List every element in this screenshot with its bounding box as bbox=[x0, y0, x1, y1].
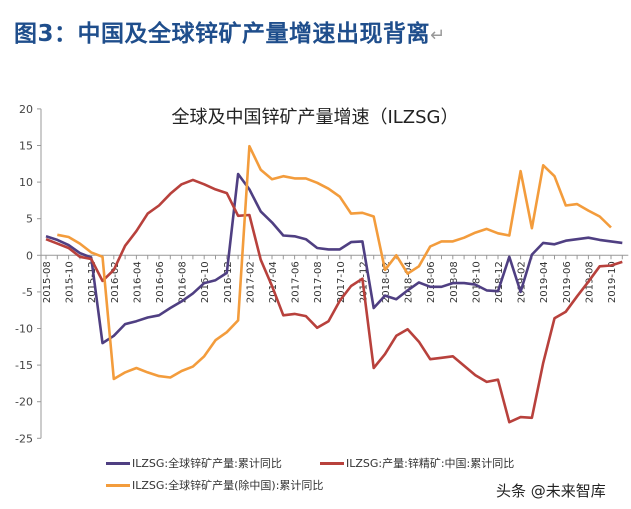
series-0 bbox=[45, 172, 623, 345]
x-tick-label: 2018-02 bbox=[381, 261, 392, 303]
x-tick-label: 2019-04 bbox=[539, 261, 550, 303]
heading-text: 图3：中国及全球锌矿产量增速出现背离 bbox=[14, 21, 431, 47]
x-tick-label: 2018-06 bbox=[426, 261, 437, 303]
series-1 bbox=[45, 178, 623, 424]
legend-item-ex-china: ILZSG:全球锌矿产量(除中国):累计同比 bbox=[106, 477, 323, 493]
x-tick-label: 2016-02 bbox=[110, 261, 121, 303]
y-tick-label: 20 bbox=[19, 103, 33, 116]
y-tick-label: -15 bbox=[15, 359, 33, 372]
legend-label: ILZSG:全球锌矿产量:累计同比 bbox=[132, 457, 282, 470]
x-tick-label: 2017-02 bbox=[245, 261, 256, 303]
y-tick-label: -5 bbox=[22, 286, 33, 299]
x-tick-label: 2017-08 bbox=[313, 261, 324, 303]
legend-swatch bbox=[106, 483, 130, 487]
x-tick-label: 2019-02 bbox=[517, 261, 528, 303]
x-tick-label: 2015-08 bbox=[42, 261, 53, 303]
watermark: 头条 @未来智库 bbox=[496, 482, 606, 500]
x-tick-label: 2016-08 bbox=[178, 261, 189, 303]
x-tick-label: 2018-04 bbox=[404, 261, 415, 303]
legend-swatch bbox=[320, 461, 344, 465]
x-tick-label: 2019-06 bbox=[562, 261, 573, 303]
series-2 bbox=[57, 144, 612, 381]
return-mark-icon: ↵ bbox=[430, 25, 446, 46]
x-tick-label: 2016-04 bbox=[132, 261, 143, 303]
legend-label: ILZSG:全球锌矿产量(除中国):累计同比 bbox=[132, 479, 324, 492]
x-tick-label: 2018-10 bbox=[471, 261, 482, 303]
y-tick-label: 15 bbox=[19, 140, 33, 153]
y-tick-label: 0 bbox=[26, 249, 33, 262]
x-tick-label: 2019-08 bbox=[584, 261, 595, 303]
figure-heading: 图3：中国及全球锌矿产量增速出现背离↵ bbox=[14, 14, 446, 48]
x-tick-label: 2016-12 bbox=[223, 261, 234, 303]
x-tick-label: 2015-12 bbox=[87, 261, 98, 303]
x-tick-label: 2018-12 bbox=[494, 261, 505, 303]
legend-swatch bbox=[106, 461, 130, 465]
series-line bbox=[45, 178, 623, 424]
x-tick-label: 2016-06 bbox=[155, 261, 166, 303]
x-tick-label: 2017-06 bbox=[291, 261, 302, 303]
y-tick-label: 5 bbox=[26, 213, 33, 226]
x-tick-label: 2015-10 bbox=[65, 261, 76, 303]
series-line bbox=[45, 172, 623, 345]
series-line bbox=[57, 144, 612, 381]
chart-title: 全球及中国锌矿产量增速（ILZSG） bbox=[171, 107, 458, 128]
legend-item-china: ILZSG:产量:锌精矿:中国:累计同比 bbox=[320, 455, 514, 471]
x-tick-label: 2017-04 bbox=[268, 261, 279, 303]
y-tick-label: 10 bbox=[19, 176, 33, 189]
y-tick-label: -10 bbox=[15, 323, 33, 336]
y-tick-label: -25 bbox=[15, 432, 33, 445]
legend-item-global: ILZSG:全球锌矿产量:累计同比 bbox=[106, 455, 282, 471]
x-tick-label: 2019-10 bbox=[607, 261, 618, 303]
legend-label: ILZSG:产量:锌精矿:中国:累计同比 bbox=[346, 457, 515, 470]
y-tick-label: -20 bbox=[15, 396, 33, 409]
x-tick-label: 2017-10 bbox=[336, 261, 347, 303]
